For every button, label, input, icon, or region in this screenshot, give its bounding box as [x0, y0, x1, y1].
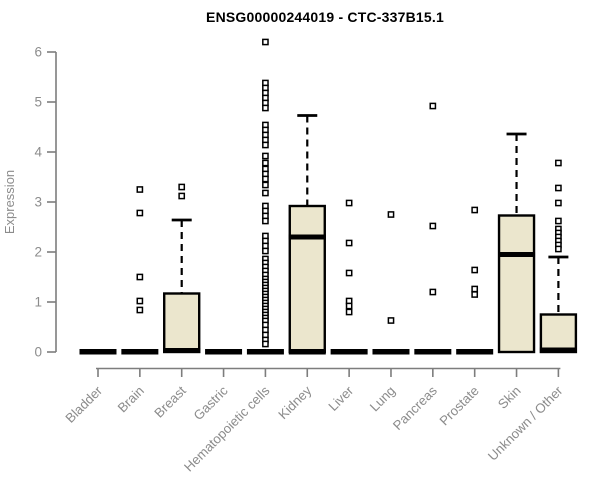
outlier-point — [345, 308, 353, 316]
outlier-point — [555, 159, 562, 167]
outlier-point — [262, 152, 269, 160]
chart-title: ENSG00000244019 - CTC-337B15.1 — [206, 9, 444, 25]
outlier-point — [345, 199, 353, 207]
boxplot-prostate — [456, 206, 494, 355]
y-tick-label: 4 — [34, 145, 42, 160]
zero-bar — [79, 349, 117, 355]
box-rect — [497, 214, 536, 354]
zero-bar — [414, 349, 452, 355]
boxplot-liver — [330, 199, 368, 355]
median-line — [288, 234, 326, 240]
x-tick-label: Prostate — [436, 383, 481, 428]
x-tick-label: Pancreas — [390, 383, 440, 433]
x-tick-label: Skin — [495, 383, 524, 412]
outlier-point — [136, 297, 144, 305]
boxplot-unknown-other — [539, 159, 578, 354]
y-axis: 0 1 2 3 4 5 6 Expression — [2, 45, 57, 360]
outlier-point — [136, 186, 144, 193]
outlier-point — [262, 141, 269, 149]
y-axis-title: Expression — [2, 170, 17, 234]
x-tick-label: Kidney — [275, 383, 314, 422]
zero-bar — [330, 349, 368, 355]
boxplot-brain — [121, 186, 159, 355]
outlier-point — [555, 184, 562, 192]
median-line — [498, 252, 536, 257]
outlier-point — [429, 222, 437, 230]
boxplot-bladder — [79, 349, 117, 355]
x-tick-label: Gastric — [191, 383, 231, 423]
y-tick-label: 0 — [34, 345, 42, 360]
y-tick-label: 6 — [34, 45, 42, 60]
outlier-point — [262, 217, 269, 225]
outlier-point — [471, 291, 479, 298]
zero-bar — [456, 349, 494, 355]
outlier-point — [555, 199, 562, 207]
outlier-point — [136, 209, 144, 217]
outlier-point — [262, 189, 269, 197]
boxplot-gastric — [205, 349, 243, 355]
outlier-point — [555, 217, 562, 225]
boxplot-hematopoietic-cells — [246, 38, 284, 355]
outlier-point — [471, 285, 479, 293]
outlier-point — [262, 340, 269, 348]
y-tick-label: 1 — [34, 295, 42, 310]
outlier-point — [429, 288, 437, 296]
boxplot-kidney — [288, 114, 326, 355]
box-rect — [539, 313, 578, 354]
y-tick-label: 2 — [34, 245, 42, 260]
outlier-point — [345, 269, 353, 277]
median-line — [539, 347, 577, 353]
outlier-point — [345, 239, 353, 247]
boxplot-skin — [497, 132, 536, 354]
x-tick-label: Bladder — [62, 383, 105, 426]
outlier-point — [555, 245, 562, 253]
outlier-point — [262, 181, 269, 189]
box-rect — [163, 292, 201, 354]
zero-bar — [288, 349, 326, 355]
outlier-point — [136, 306, 144, 314]
outlier-point — [178, 192, 186, 200]
x-tick-label: Liver — [325, 383, 356, 414]
outlier-point — [178, 183, 186, 191]
outlier-point — [136, 273, 144, 281]
x-tick-label: Breast — [151, 383, 189, 421]
box-rect — [288, 204, 326, 354]
outlier-point — [262, 247, 269, 255]
zero-bar — [246, 349, 284, 355]
outlier-point — [345, 302, 353, 310]
boxplot-pancreas — [414, 102, 452, 355]
outlier-point — [387, 317, 395, 324]
outlier-point — [387, 211, 395, 218]
outlier-point — [262, 159, 269, 167]
boxplot-breast — [163, 183, 201, 354]
outlier-point — [262, 175, 269, 183]
outlier-point — [429, 102, 437, 110]
zero-bar — [372, 349, 410, 355]
zero-bar — [121, 349, 159, 355]
y-tick-label: 5 — [34, 95, 42, 110]
y-tick-label: 3 — [34, 195, 42, 210]
outlier-point — [471, 206, 479, 214]
outlier-point — [262, 104, 269, 112]
x-tick-label: Brain — [115, 383, 147, 415]
outlier-point — [471, 266, 479, 274]
x-tick-label: Lung — [367, 383, 398, 414]
boxplot-lung — [372, 211, 410, 355]
median-line — [163, 348, 201, 353]
x-tick-label: Unknown / Other — [485, 383, 566, 464]
zero-bar — [205, 349, 243, 355]
outlier-point — [262, 38, 269, 46]
